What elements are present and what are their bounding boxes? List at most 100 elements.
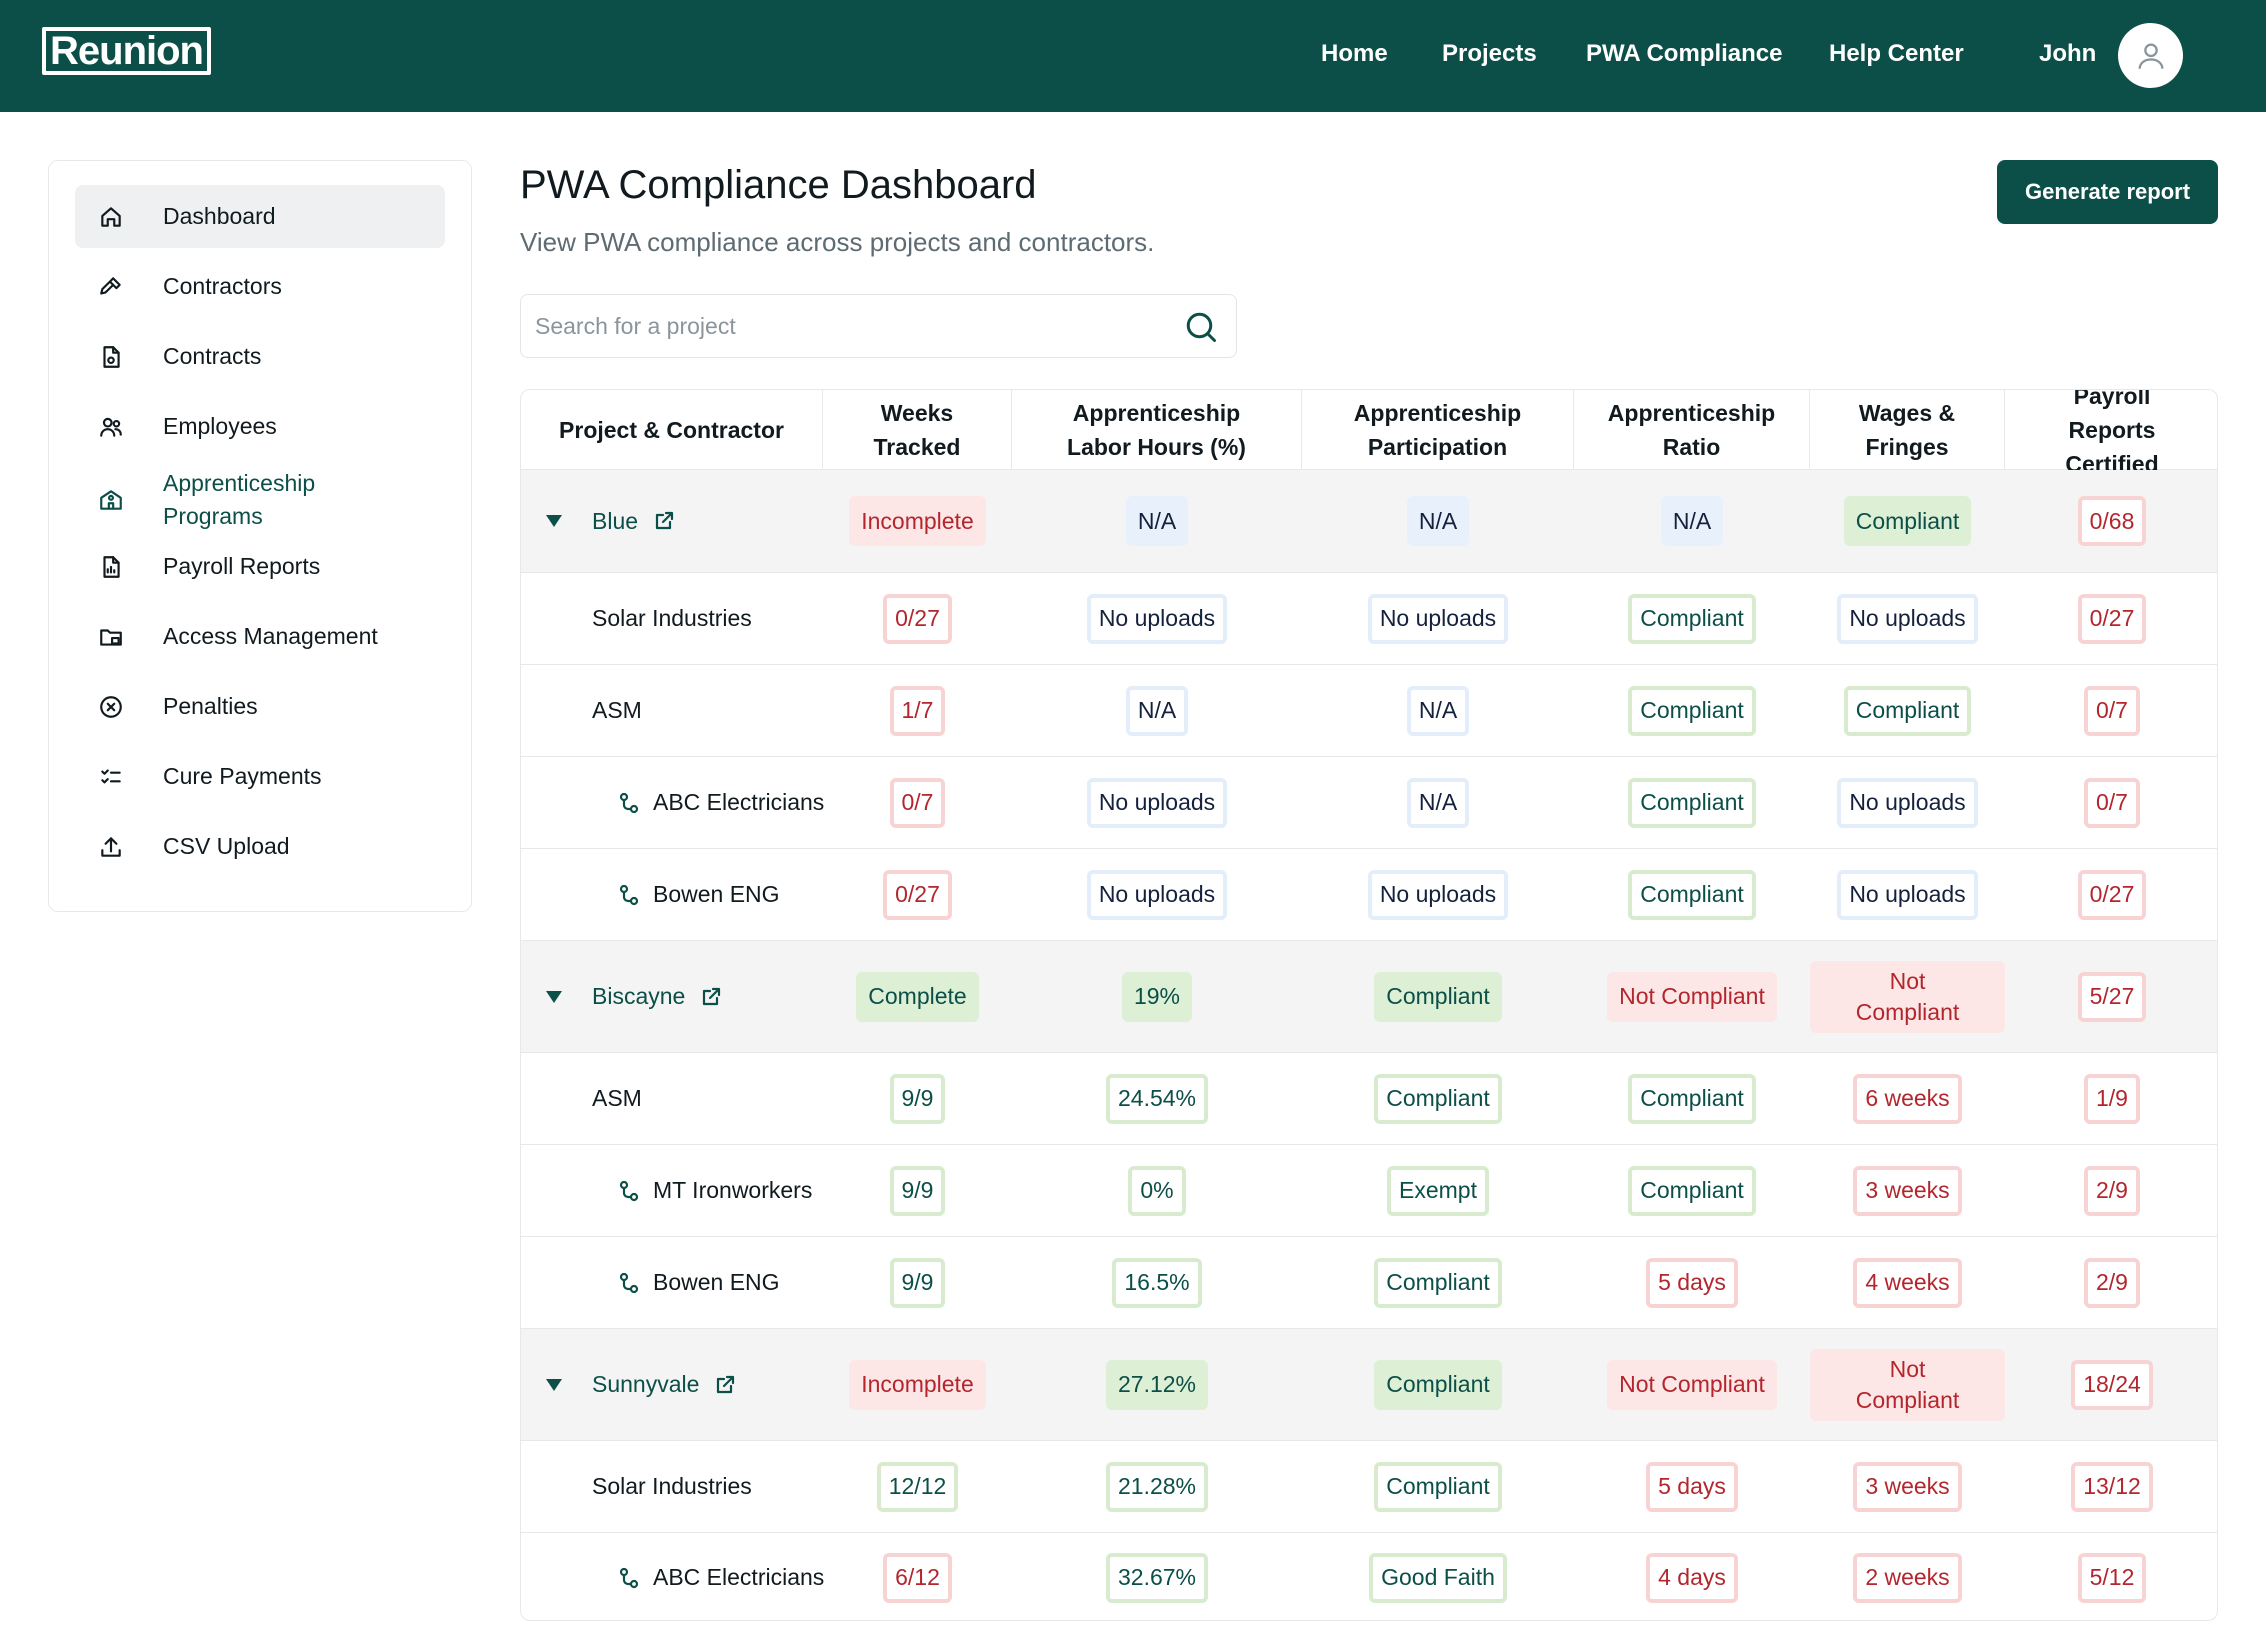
sidebar-item-cure-payments[interactable]: Cure Payments [75,745,445,808]
table-cell: 0% [1012,1145,1302,1236]
nav-home[interactable]: Home [1321,40,1388,67]
reunion-logo[interactable]: Reunion [42,27,211,75]
status-badge: 2/9 [2084,1165,2140,1216]
contractor-name[interactable]: Solar Industries [592,1441,752,1532]
table-cell: 0/7 [2005,665,2217,756]
sidebar-item-label: Payroll Reports [163,553,321,579]
status-badge: Compliant [1628,1073,1756,1124]
search-input[interactable] [535,295,1155,357]
sidebar-item-label: Dashboard [163,203,276,229]
external-link-icon[interactable] [713,1373,737,1397]
table-cell: 24.54% [1012,1053,1302,1144]
sidebar-item-access-management[interactable]: Access Management [75,605,445,668]
contractor-name[interactable]: Bowen ENG [617,849,780,940]
sidebar-item-contracts[interactable]: Contracts [75,325,445,388]
project-name[interactable]: Sunnyvale [592,1329,737,1440]
status-badge: 0/7 [2084,685,2140,736]
contractor-name[interactable]: Solar Industries [592,573,752,664]
table-cell: 19% [1012,941,1302,1052]
table-cell: Exempt [1302,1145,1574,1236]
status-badge: 18/24 [2071,1359,2153,1410]
table-cell: N/A [1012,470,1302,572]
project-row[interactable]: Biscayne Complete 19% Compliant Not Complian… [521,941,2217,1053]
external-link-icon[interactable] [699,985,723,1009]
nav-projects[interactable]: Projects [1442,40,1537,67]
table-cell: Compliant [1302,1053,1574,1144]
status-badge: 6/12 [883,1552,952,1603]
status-badge: 2 weeks [1853,1552,1962,1603]
project-name[interactable]: Blue [592,470,676,572]
status-badge: Exempt [1387,1165,1489,1216]
contractor-name[interactable]: MT Ironworkers [617,1145,812,1236]
avatar[interactable] [2118,23,2183,88]
status-badge: 5 days [1646,1461,1738,1512]
nav-help-center[interactable]: Help Center [1829,40,1964,67]
external-link-icon[interactable] [652,509,676,533]
table-cell: No uploads [1302,573,1574,664]
table-cell: No uploads [1810,849,2005,940]
sidebar-item-payroll-reports[interactable]: Payroll Reports [75,535,445,598]
project-row[interactable]: Sunnyvale Incomplete 27.12% Compliant Not Co… [521,1329,2217,1441]
column-header[interactable]: Apprenticeship Participation [1302,390,1574,470]
table-cell: Compliant [1302,1329,1574,1440]
table-cell: Compliant [1574,1053,1810,1144]
status-badge: Compliant [1374,1257,1502,1308]
table-cell: No uploads [1810,573,2005,664]
contractor-name[interactable]: Bowen ENG [617,1237,780,1328]
contractor-name[interactable]: ABC Electricians [617,1533,824,1620]
status-badge: N/A [1125,685,1189,736]
table-row: Bowen ENG 9/9 16.5% Compliant 5 days 4 weeks 2… [521,1237,2217,1329]
sidebar-item-dashboard[interactable]: Dashboard [75,185,445,248]
status-badge: 0/27 [2077,593,2147,644]
search-icon[interactable] [1183,309,1219,345]
sidebar-item-contractors[interactable]: Contractors [75,255,445,318]
status-badge: 24.54% [1105,1073,1208,1124]
sidebar-item-apprenticeship-programs[interactable]: Apprenticeship Programs [75,465,445,535]
table-cell: 4 days [1574,1533,1810,1620]
column-header[interactable]: Weeks Tracked [823,390,1012,470]
table-cell: 1/9 [2005,1053,2217,1144]
user-name[interactable]: John [2039,40,2097,67]
checklist-icon [97,763,125,791]
sidebar-item-csv-upload[interactable]: CSV Upload [75,815,445,878]
contractor-name[interactable]: ASM [592,665,642,756]
contractor-name[interactable]: ABC Electricians [617,757,824,848]
status-badge: 9/9 [889,1165,946,1216]
column-header[interactable]: Payroll Reports Certified [2065,389,2159,477]
collapse-caret-icon[interactable] [545,1377,563,1393]
table-cell: No uploads [1012,849,1302,940]
generate-report-button[interactable]: Generate report [1997,160,2218,224]
table-cell: Compliant [1302,941,1574,1052]
subcontractor-link-icon [619,884,639,905]
folder-lock-icon [97,623,125,651]
sidebar-item-label: CSV Upload [163,833,290,859]
table-cell: Compliant [1574,849,1810,940]
subcontractor-link-icon [619,1180,639,1201]
column-header[interactable]: Wages & Fringes [1810,390,2005,470]
name-label: Sunnyvale [592,1371,700,1397]
status-badge: 32.67% [1105,1552,1208,1603]
column-header[interactable]: Apprenticeship Ratio [1574,390,1810,470]
table-cell: 21.28% [1012,1441,1302,1532]
table-cell: N/A [1302,470,1574,572]
table-cell: 0/68 [2005,470,2217,572]
project-name[interactable]: Biscayne [592,941,723,1052]
status-badge: 1/9 [2084,1073,2140,1124]
contractor-name[interactable]: ASM [592,1053,642,1144]
table-cell: Complete [823,941,1012,1052]
table-cell: 6 weeks [1810,1053,2005,1144]
nav-pwa-compliance[interactable]: PWA Compliance [1586,40,1783,67]
column-header[interactable]: Project & Contractor [521,390,823,470]
table-cell: 3 weeks [1810,1145,2005,1236]
column-header[interactable]: Apprenticeship Labor Hours (%) [1012,390,1302,470]
table-cell: Incomplete [823,1329,1012,1440]
table-cell: 2/9 [2005,1237,2217,1328]
sidebar-item-employees[interactable]: Employees [75,395,445,458]
project-row[interactable]: Blue Incomplete N/A N/A N/A Compliant 0/68 [521,470,2217,573]
status-badge: No uploads [1837,869,1978,920]
table-cell: No uploads [1012,757,1302,848]
upload-icon [97,833,125,861]
collapse-caret-icon[interactable] [545,989,563,1005]
collapse-caret-icon[interactable] [545,513,563,529]
sidebar-item-penalties[interactable]: Penalties [75,675,445,738]
